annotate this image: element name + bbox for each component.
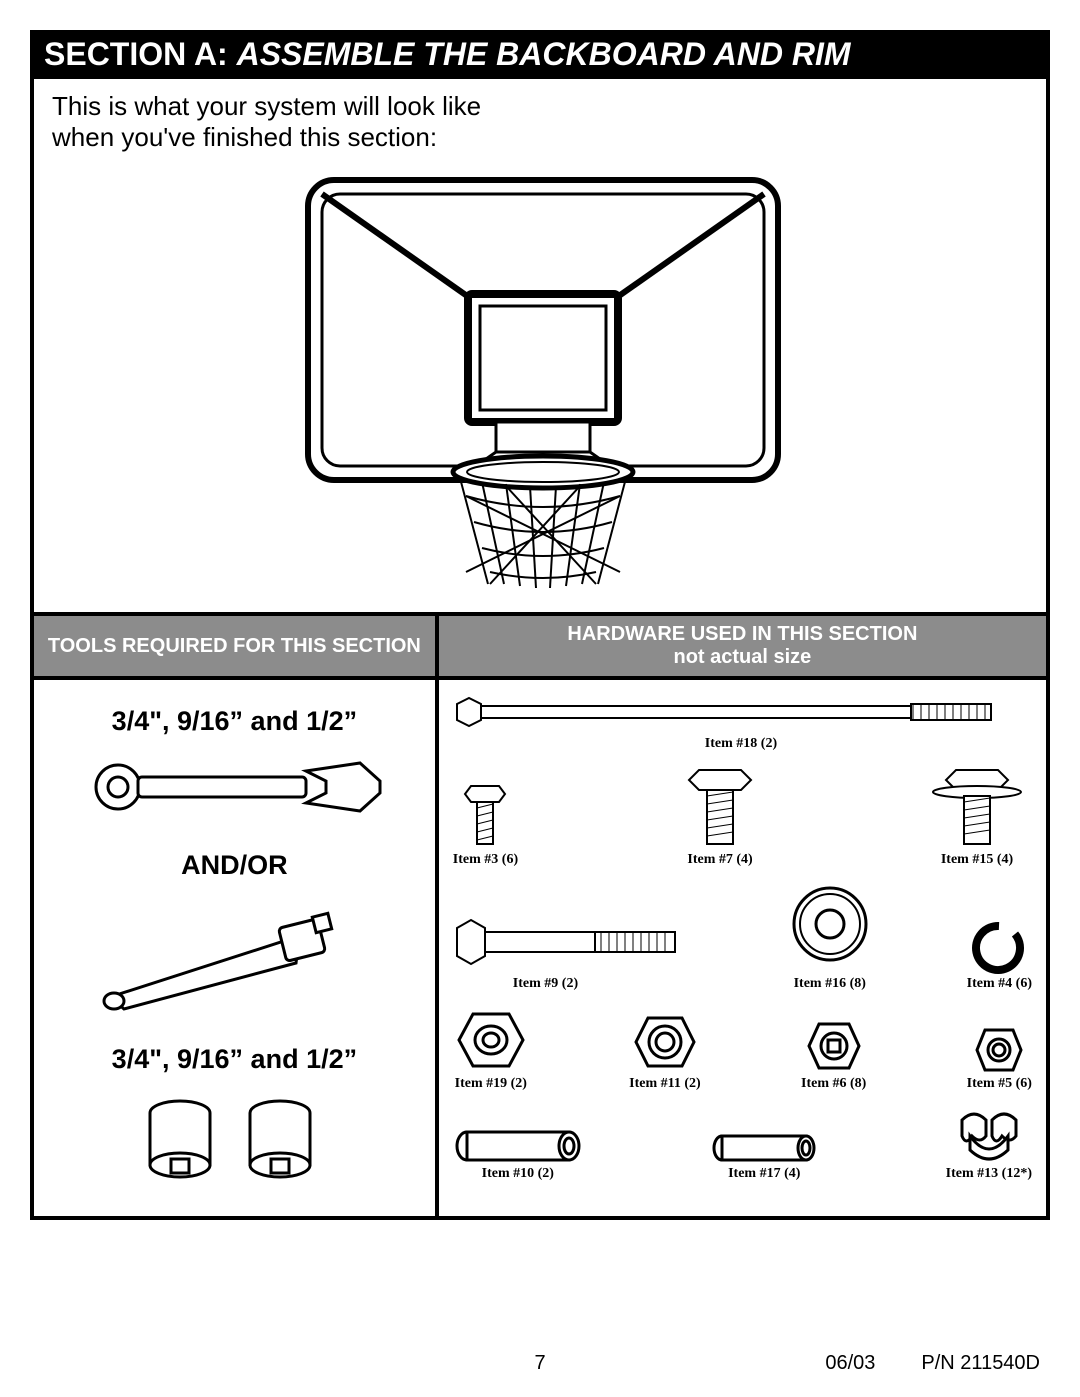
hw-row-3: Item #9 (2) Item #16 (8)	[453, 882, 1032, 992]
hw-item-16: Item #16 (8)	[788, 882, 872, 992]
hw-item-10: Item #10 (2)	[453, 1126, 583, 1182]
locknut-icon	[453, 1006, 529, 1076]
sockets-icon	[124, 1085, 344, 1195]
hw-label-6: Item #6 (8)	[801, 1076, 866, 1092]
hw-label-7: Item #7 (4)	[687, 852, 752, 868]
intro-line-1: This is what your system will look like	[52, 91, 481, 121]
spacer-icon	[710, 1130, 818, 1166]
hw-item-5: Item #5 (6)	[967, 1024, 1032, 1092]
spacer-icon	[453, 1126, 583, 1166]
backboard-illustration	[52, 152, 1028, 602]
backboard-svg	[260, 166, 820, 596]
hw-label-4: Item #4 (6)	[967, 976, 1032, 992]
hw-item-11: Item #11 (2)	[629, 1012, 701, 1092]
net-clip-icon	[952, 1106, 1026, 1166]
bolt-icon	[455, 782, 515, 852]
content-frame: This is what your system will look like …	[30, 79, 1050, 1220]
hw-item-17: Item #17 (4)	[710, 1130, 818, 1182]
bolt-side-icon	[453, 916, 693, 976]
hw-item-7: Item #7 (4)	[675, 766, 765, 868]
section-title-bar: SECTION A: ASSEMBLE THE BACKBOARD AND RI…	[30, 30, 1050, 79]
preview-panel: This is what your system will look like …	[34, 79, 1046, 612]
page-footer: 7 06/03 P/N 211540D	[0, 1352, 1080, 1375]
tools-header: TOOLS REQUIRED FOR THIS SECTION	[34, 612, 435, 680]
wrench-icon	[84, 747, 384, 825]
nut-icon	[971, 1024, 1027, 1076]
hw-label-19: Item #19 (2)	[455, 1076, 527, 1092]
hw-row-5: Item #10 (2) Item #1	[453, 1106, 1032, 1182]
nut-icon	[803, 1018, 865, 1076]
hw-item-3: Item #3 (6)	[453, 782, 518, 868]
hw-row-1: Item #18 (2)	[453, 696, 1032, 752]
hw-item-4: Item #4 (6)	[967, 920, 1032, 992]
hardware-header-line2: not actual size	[439, 646, 1046, 669]
title-main: ASSEMBLE THE BACKBOARD AND RIM	[237, 36, 851, 72]
page: SECTION A: ASSEMBLE THE BACKBOARD AND RI…	[0, 0, 1080, 1397]
page-number: 7	[470, 1352, 610, 1375]
hw-label-10: Item #10 (2)	[482, 1166, 554, 1182]
hw-row-4: Item #19 (2) Item #11 (2)	[453, 1006, 1032, 1092]
hw-label-16: Item #16 (8)	[794, 976, 866, 992]
socket-sizes-label: 3/4", 9/16” and 1/2”	[46, 1044, 423, 1075]
hw-row-2: Item #3 (6)	[453, 766, 1032, 868]
hw-label-11: Item #11 (2)	[629, 1076, 701, 1092]
hardware-column: HARDWARE USED IN THIS SECTION not actual…	[439, 612, 1046, 1216]
hw-label-17: Item #17 (4)	[728, 1166, 800, 1182]
hw-label-5: Item #5 (6)	[967, 1076, 1032, 1092]
tools-body: 3/4", 9/16” and 1/2” AND/OR	[34, 680, 435, 1216]
washer-icon	[788, 882, 872, 966]
hw-item-15: Item #15 (4)	[922, 766, 1032, 868]
footer-part-number: P/N 211540D	[921, 1352, 1040, 1375]
lower-panels: TOOLS REQUIRED FOR THIS SECTION 3/4", 9/…	[34, 612, 1046, 1216]
hw-item-6: Item #6 (8)	[801, 1018, 866, 1092]
socket-wrench-icon	[84, 905, 384, 1015]
intro-text: This is what your system will look like …	[52, 91, 1028, 152]
tools-header-text: TOOLS REQUIRED FOR THIS SECTION	[34, 635, 435, 658]
hw-label-15: Item #15 (4)	[941, 852, 1013, 868]
title-prefix: SECTION A:	[44, 36, 237, 72]
tools-column: TOOLS REQUIRED FOR THIS SECTION 3/4", 9/…	[34, 612, 439, 1216]
footer-date: 06/03	[825, 1352, 875, 1375]
hardware-header-line1: HARDWARE USED IN THIS SECTION	[439, 623, 1046, 646]
flange-bolt-icon	[922, 766, 1032, 852]
hw-item-19: Item #19 (2)	[453, 1006, 529, 1092]
hardware-body: Item #18 (2)	[439, 680, 1046, 1200]
hw-label-3: Item #3 (6)	[453, 852, 518, 868]
nut-icon	[630, 1012, 700, 1076]
intro-line-2: when you've finished this section:	[52, 122, 437, 152]
bolt-icon	[675, 766, 765, 852]
hw-label-9: Item #9 (2)	[513, 976, 578, 992]
wrench-sizes-label: 3/4", 9/16” and 1/2”	[46, 706, 423, 737]
lock-washer-icon	[971, 920, 1027, 976]
bolt-long-icon	[453, 696, 1013, 736]
hw-label-13: Item #13 (12*)	[946, 1166, 1032, 1182]
and-or-label: AND/OR	[46, 850, 423, 881]
hw-item-13: Item #13 (12*)	[946, 1106, 1032, 1182]
hw-item-9: Item #9 (2)	[453, 916, 693, 992]
hw-label-18: Item #18 (2)	[705, 736, 777, 752]
hardware-header: HARDWARE USED IN THIS SECTION not actual…	[439, 612, 1046, 680]
